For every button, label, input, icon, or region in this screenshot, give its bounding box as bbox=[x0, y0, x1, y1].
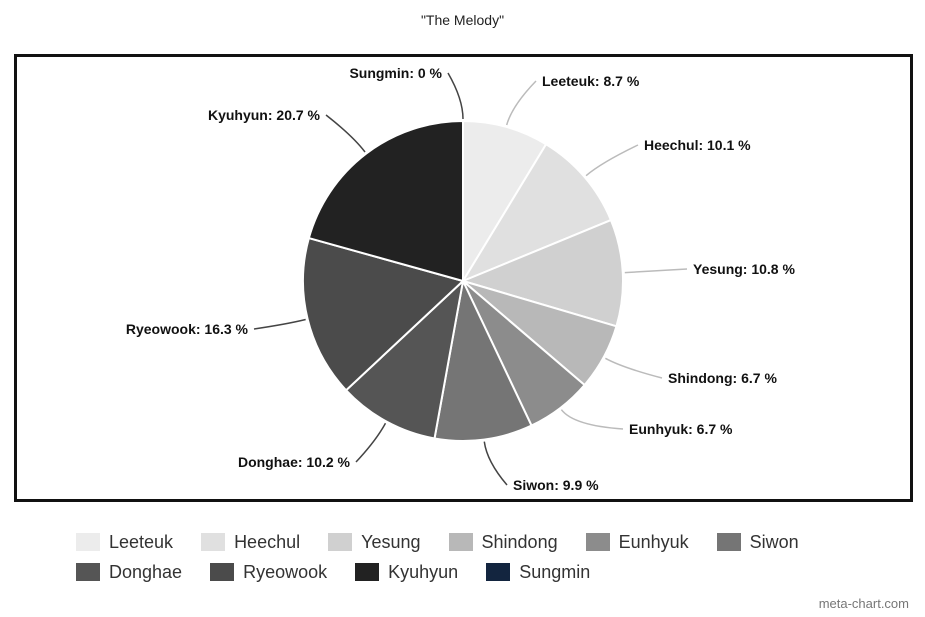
legend-item-siwon: Siwon bbox=[716, 531, 799, 553]
pie-slice-kyuhyun bbox=[307, 119, 464, 283]
legend-swatch bbox=[328, 533, 353, 551]
legend-item-donghae: Donghae bbox=[76, 562, 182, 583]
legend-swatch bbox=[355, 563, 380, 581]
legend-label: Leeteuk bbox=[109, 531, 174, 552]
legend-swatch bbox=[201, 533, 226, 551]
legend-swatch bbox=[716, 533, 741, 551]
legend-item-ryeowook: Ryeowook bbox=[210, 562, 327, 583]
legend-label: Ryeowook bbox=[243, 561, 328, 582]
legend-swatch bbox=[76, 563, 100, 581]
legend-item-leeteuk: Leeteuk bbox=[76, 532, 173, 553]
slice-label-kyuhyun: Kyuhyun: 20.7 % bbox=[208, 107, 321, 123]
slice-label-donghae: Donghae: 10.2 % bbox=[238, 454, 351, 470]
leader-line-siwon bbox=[483, 441, 508, 486]
legend-label: Sungmin bbox=[519, 561, 591, 582]
legend-item-yesung: Yesung bbox=[328, 531, 421, 553]
legend-label: Donghae bbox=[109, 561, 183, 582]
legend-swatch bbox=[486, 563, 511, 581]
chart-title: "The Melody" bbox=[420, 12, 505, 28]
pie-slice-heechul bbox=[460, 142, 613, 284]
leader-line-yesung bbox=[624, 268, 688, 274]
pie-slice-siwon bbox=[433, 277, 533, 442]
legend-label: Kyuhyun bbox=[388, 561, 459, 582]
legend-swatch bbox=[210, 563, 235, 581]
legend-item-kyuhyun: Kyuhyun bbox=[355, 562, 458, 583]
pie-chart: Leeteuk: 8.7 % Heechul: 10.1 % Yesung: 10.… bbox=[126, 65, 796, 493]
legend-row: Leeteuk Heechul Yesung Shindong Eunhyuk Siwon bbox=[76, 527, 916, 557]
legend-item-shindong: Shindong bbox=[448, 531, 558, 553]
slice-label-eunhyuk: Eunhyuk: 6.7 % bbox=[629, 421, 733, 437]
leader-line-sungmin bbox=[447, 72, 464, 120]
slice-label-heechul: Heechul: 10.1 % bbox=[644, 137, 751, 153]
legend-swatch bbox=[585, 533, 610, 551]
legend-label: Eunhyuk bbox=[618, 531, 689, 552]
legend-row: Donghae Ryeowook Kyuhyun Sungmin bbox=[76, 557, 916, 587]
slice-label-siwon: Siwon: 9.9 % bbox=[513, 477, 599, 493]
legend-item-sungmin: Sungmin bbox=[486, 562, 590, 583]
leader-line-heechul bbox=[585, 144, 639, 177]
slice-label-yesung: Yesung: 10.8 % bbox=[693, 261, 795, 277]
leader-line-leeteuk bbox=[505, 80, 537, 126]
slice-label-ryeowook: Ryeowook: 16.3 % bbox=[126, 321, 249, 337]
leader-line-eunhyuk bbox=[560, 409, 624, 430]
slice-label-shindong: Shindong: 6.7 % bbox=[668, 370, 777, 386]
legend-label: Yesung bbox=[361, 531, 421, 552]
pie-slice-leeteuk bbox=[462, 119, 548, 285]
legend-label: Shindong bbox=[481, 531, 558, 552]
leader-line-ryeowook bbox=[253, 318, 306, 330]
leader-line-shindong bbox=[605, 357, 663, 379]
watermark: meta-chart.com bbox=[818, 596, 909, 611]
slice-label-sungmin: Sungmin: 0 % bbox=[349, 65, 442, 81]
legend: Leeteuk Heechul Yesung Shindong Eunhyuk Siwon… bbox=[76, 527, 916, 587]
legend-label: Heechul bbox=[234, 531, 301, 552]
pie-slice-yesung bbox=[459, 218, 624, 328]
pie-slice-ryeowook bbox=[302, 236, 465, 392]
legend-swatch bbox=[76, 533, 100, 551]
legend-item-eunhyuk: Eunhyuk bbox=[585, 531, 689, 553]
legend-swatch bbox=[448, 533, 473, 551]
leader-line-kyuhyun bbox=[325, 114, 366, 153]
legend-label: Siwon bbox=[749, 531, 799, 552]
chart-frame: Leeteuk: 8.7 % Heechul: 10.1 % Yesung: 10.… bbox=[14, 54, 913, 502]
legend-item-heechul: Heechul bbox=[201, 532, 300, 553]
pie-slice-donghae bbox=[344, 278, 465, 440]
slice-label-leeteuk: Leeteuk: 8.7 % bbox=[542, 73, 640, 89]
leader-line-donghae bbox=[355, 422, 387, 463]
